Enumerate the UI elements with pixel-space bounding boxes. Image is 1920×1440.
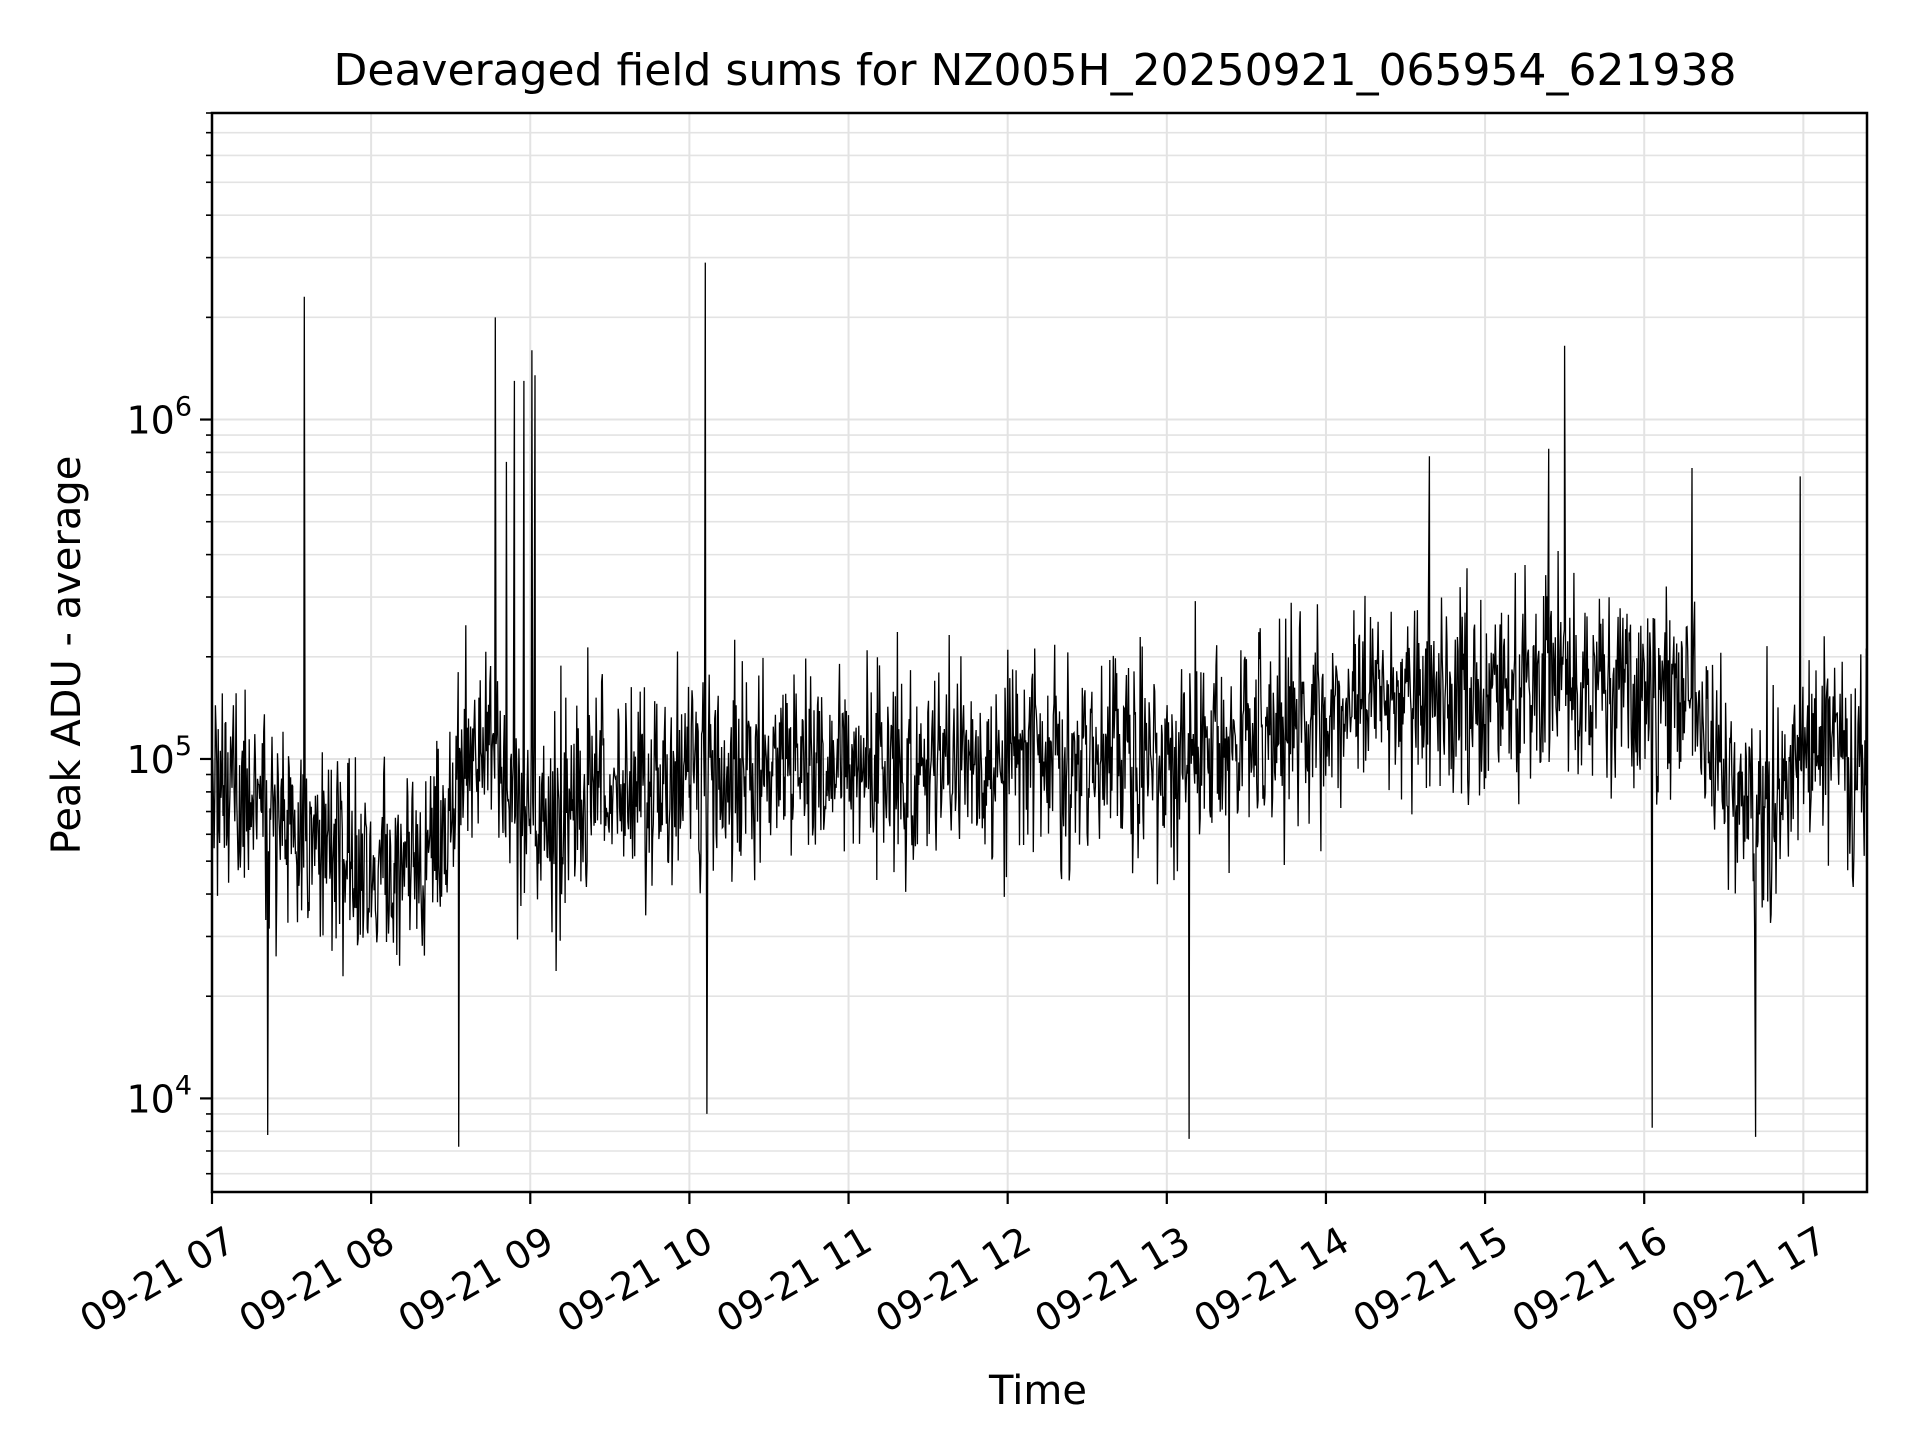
x-tick-label: 09-21 09 <box>391 1218 561 1342</box>
x-tick-label: 09-21 16 <box>1505 1218 1675 1342</box>
chart-title: Deaveraged field sums for NZ005H_2025092… <box>334 45 1737 96</box>
x-tick-label: 09-21 11 <box>709 1218 879 1342</box>
x-tick-label: 09-21 10 <box>550 1218 720 1342</box>
x-tick-label: 09-21 15 <box>1346 1218 1516 1342</box>
plot-frame <box>210 111 1869 1194</box>
y-axis-label: Peak ADU - average <box>44 456 90 855</box>
x-tick-label: 09-21 17 <box>1664 1218 1834 1342</box>
x-tick-label: 09-21 14 <box>1186 1218 1356 1342</box>
y-tick-label: 105 <box>126 731 192 782</box>
x-tick-label: 09-21 12 <box>868 1218 1038 1342</box>
y-axis: 104 105 106 <box>126 112 212 1175</box>
x-tick-label: 09-21 07 <box>73 1218 243 1342</box>
series-line <box>211 262 1868 1147</box>
y-tick-label: 106 <box>126 392 192 443</box>
y-tick-label: 104 <box>126 1070 192 1121</box>
x-tick-label: 09-21 13 <box>1027 1218 1197 1342</box>
x-axis-label: Time <box>988 1368 1087 1414</box>
x-tick-label: 09-21 08 <box>232 1218 402 1342</box>
series-layer <box>211 262 1868 1147</box>
